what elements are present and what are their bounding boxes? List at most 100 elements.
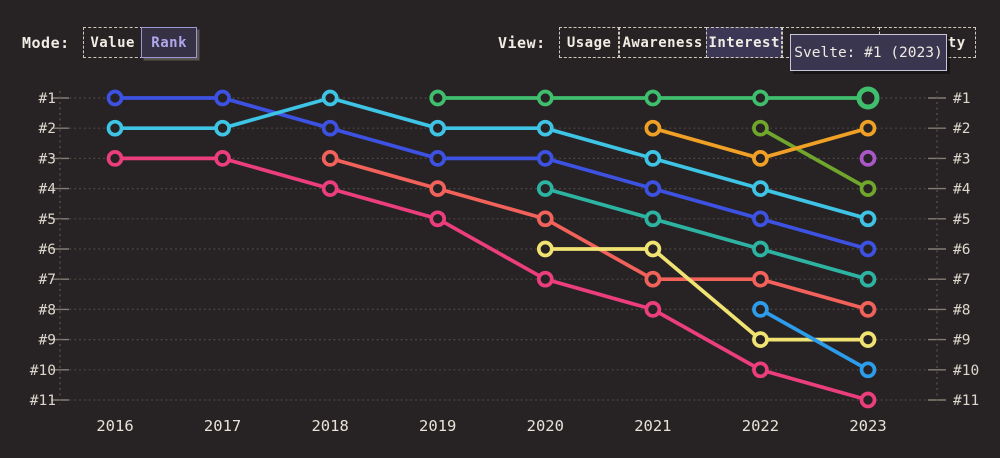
series-yellow-point[interactable]	[536, 240, 554, 258]
series-royal-blue-point[interactable]	[752, 210, 769, 228]
series-cyan-point[interactable]	[536, 119, 554, 137]
year-label: 2021	[634, 417, 671, 435]
right-rank-label: #2	[953, 121, 970, 137]
right-rank-label: #8	[953, 302, 970, 318]
series-teal-point[interactable]	[536, 180, 554, 197]
mode-option-value[interactable]: Value	[82, 27, 143, 58]
left-rank-label: #6	[39, 242, 56, 258]
series-olive-point[interactable]	[752, 119, 769, 137]
view-label: View:	[498, 33, 546, 52]
right-rank-label: #5	[953, 212, 970, 228]
left-rank-label: #2	[39, 121, 56, 137]
series-orange-point[interactable]	[752, 150, 769, 167]
series-royal-blue-point[interactable]	[106, 89, 124, 107]
series-cyan-point[interactable]	[429, 119, 447, 137]
series-dodger-blue-point[interactable]	[859, 361, 877, 379]
series-purple-point[interactable]	[859, 150, 877, 167]
series-teal-point[interactable]	[859, 270, 877, 288]
series-pink-point[interactable]	[214, 150, 231, 167]
tooltip-text: Svelte: #1 (2023)	[794, 44, 943, 61]
series-teal-point[interactable]	[644, 210, 662, 228]
left-rank-label: #3	[39, 151, 56, 167]
series-salmon-point[interactable]	[536, 210, 554, 228]
series-salmon-point[interactable]	[321, 150, 339, 167]
series-pink-point[interactable]	[106, 150, 124, 167]
series-orange-point[interactable]	[644, 119, 662, 137]
series-cyan-point[interactable]	[859, 210, 877, 228]
series-pink-point[interactable]	[752, 361, 769, 379]
series-svelte-green-point-highlighted[interactable]	[856, 86, 880, 110]
series-salmon-line	[328, 156, 870, 312]
mode-option-rank[interactable]: Rank	[141, 27, 198, 58]
left-rank-label: #4	[39, 182, 57, 198]
view-option-awareness[interactable]: Awareness	[618, 27, 708, 58]
series-teal-line	[543, 186, 870, 282]
left-rank-label: #8	[39, 302, 56, 318]
series-pink-point[interactable]	[644, 301, 662, 318]
left-rank-label: #9	[39, 333, 56, 349]
series-cyan-point[interactable]	[214, 119, 231, 137]
hover-tooltip: Svelte: #1 (2023)	[790, 34, 947, 71]
series-cyan-point[interactable]	[752, 180, 769, 197]
view-option-interest[interactable]: Interest	[705, 27, 783, 58]
year-label: 2020	[527, 417, 564, 435]
series-salmon-point[interactable]	[644, 270, 662, 288]
series-yellow-point[interactable]	[752, 331, 769, 348]
year-label: 2018	[311, 417, 348, 435]
series-pink-point[interactable]	[429, 210, 447, 228]
view-control-group: View: Usage Awareness Interest ty	[498, 27, 976, 58]
year-label: 2016	[96, 417, 133, 435]
year-label: 2022	[742, 417, 779, 435]
series-pink-point[interactable]	[536, 270, 554, 288]
right-rank-label: #3	[953, 151, 970, 167]
right-rank-label: #6	[953, 242, 970, 258]
series-dodger-blue-point[interactable]	[752, 301, 769, 318]
right-rank-label: #11	[953, 393, 979, 409]
series-royal-blue-line	[113, 96, 870, 251]
year-label: 2023	[849, 417, 886, 435]
series-olive-line	[758, 126, 870, 191]
series-pink-line	[113, 156, 870, 402]
series-salmon-point[interactable]	[859, 301, 877, 318]
right-rank-label: #4	[953, 182, 971, 198]
series-svelte-green-point[interactable]	[536, 89, 554, 107]
series-olive-point[interactable]	[859, 180, 877, 197]
series-royal-blue-point[interactable]	[214, 89, 231, 107]
series-salmon-point[interactable]	[429, 180, 447, 197]
series-royal-blue-point[interactable]	[859, 240, 877, 258]
series-orange-point[interactable]	[859, 119, 877, 137]
series-svelte-green-point[interactable]	[752, 89, 769, 107]
series-cyan-line	[113, 96, 870, 221]
series-royal-blue-point[interactable]	[321, 119, 339, 137]
left-rank-label: #11	[30, 393, 56, 409]
series-pink-point[interactable]	[321, 180, 339, 197]
series-royal-blue-point[interactable]	[536, 150, 554, 167]
series-dodger-blue-line	[758, 307, 870, 372]
mode-label: Mode:	[22, 33, 70, 52]
view-option-usage[interactable]: Usage	[558, 27, 620, 58]
series-svelte-green-point[interactable]	[429, 89, 447, 107]
series-pink-point[interactable]	[859, 391, 877, 409]
series-svelte-green-point[interactable]	[644, 89, 662, 107]
right-rank-label: #10	[953, 363, 979, 379]
mode-control-group: Mode: Value Rank	[22, 27, 198, 58]
left-rank-label: #1	[39, 91, 56, 107]
series-royal-blue-point[interactable]	[644, 180, 662, 197]
series-cyan-point[interactable]	[106, 119, 124, 137]
left-rank-label: #7	[39, 272, 56, 288]
right-rank-label: #1	[953, 91, 970, 107]
series-yellow-point[interactable]	[859, 331, 877, 348]
left-rank-label: #5	[39, 212, 56, 228]
series-teal-point[interactable]	[752, 240, 769, 258]
series-salmon-point[interactable]	[752, 270, 769, 288]
right-rank-label: #9	[953, 333, 970, 349]
series-cyan-point[interactable]	[321, 89, 339, 107]
series-royal-blue-point[interactable]	[429, 150, 447, 167]
year-label: 2017	[204, 417, 241, 435]
right-rank-label: #7	[953, 272, 970, 288]
year-label: 2019	[419, 417, 456, 435]
series-cyan-point[interactable]	[644, 150, 662, 167]
series-yellow-point[interactable]	[644, 240, 662, 258]
left-rank-label: #10	[30, 363, 56, 379]
